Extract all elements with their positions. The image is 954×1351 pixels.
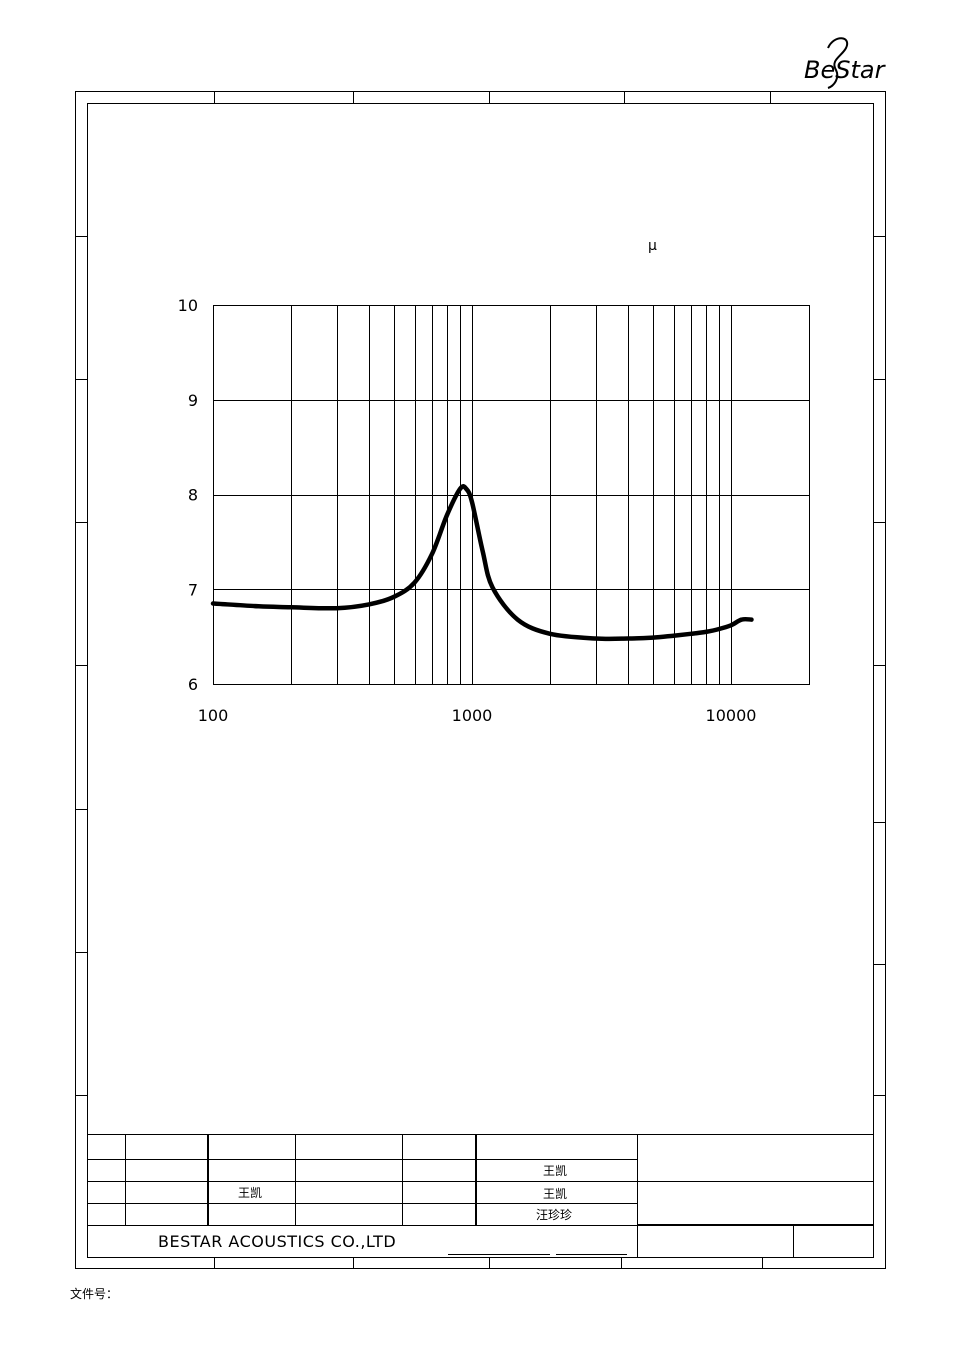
zone-tick — [874, 236, 886, 237]
zone-tick — [214, 91, 215, 103]
x-tick-label: 1000 — [452, 706, 493, 725]
bestar-logo: BeStar — [804, 37, 887, 89]
document-number-label: 文件号： — [70, 1287, 119, 1301]
zone-tick — [489, 91, 490, 103]
approved-by-name: 王凯 — [543, 1187, 568, 1201]
zone-tick — [489, 1258, 490, 1269]
inner-frame — [87, 103, 874, 1258]
y-tick-label: 6 — [188, 675, 198, 694]
x-tick-label: 10000 — [706, 706, 757, 725]
drawn-by-name: 王凯 — [238, 1186, 263, 1200]
x-tick-labels: 100 1000 10000 — [198, 706, 757, 725]
outer-frame — [75, 91, 886, 1269]
zone-tick — [874, 1095, 886, 1096]
y-tick-label: 8 — [188, 486, 198, 505]
zone-tick — [75, 379, 87, 380]
chart-series — [210, 484, 754, 642]
y-tick-label: 10 — [178, 296, 198, 315]
x-tick-label: 100 — [198, 706, 229, 725]
zone-tick — [762, 1258, 763, 1269]
zone-tick — [75, 809, 87, 810]
zone-tick — [214, 1258, 215, 1269]
zone-tick — [874, 822, 886, 823]
zone-tick — [874, 964, 886, 965]
logo-text: BeStar — [804, 56, 887, 84]
zone-tick — [353, 1258, 354, 1269]
zone-tick — [353, 91, 354, 103]
impedance-curve — [210, 484, 754, 642]
zone-tick — [75, 1095, 87, 1096]
zone-tick — [75, 236, 87, 237]
company-name: BESTAR ACOUSTICS CO.,LTD — [158, 1232, 397, 1251]
zone-tick — [874, 379, 886, 380]
y-tick-labels: 6 7 8 9 10 — [178, 296, 198, 694]
unit-symbol: μ — [648, 238, 657, 254]
zone-tick — [874, 665, 886, 666]
zone-tick — [75, 522, 87, 523]
y-tick-label: 7 — [188, 580, 198, 599]
approved-by-name-2: 汪珍珍 — [536, 1208, 573, 1222]
zone-tick — [770, 91, 771, 103]
checked-by-name: 王凯 — [543, 1164, 568, 1178]
zone-tick — [75, 952, 87, 953]
zone-tick — [621, 1258, 622, 1269]
chart-grid — [213, 305, 810, 685]
zone-tick — [874, 522, 886, 523]
impedance-chart: 6 7 8 9 10 100 1000 10000 — [178, 296, 810, 725]
y-tick-label: 9 — [188, 391, 198, 410]
zone-tick — [624, 91, 625, 103]
zone-tick — [75, 665, 87, 666]
